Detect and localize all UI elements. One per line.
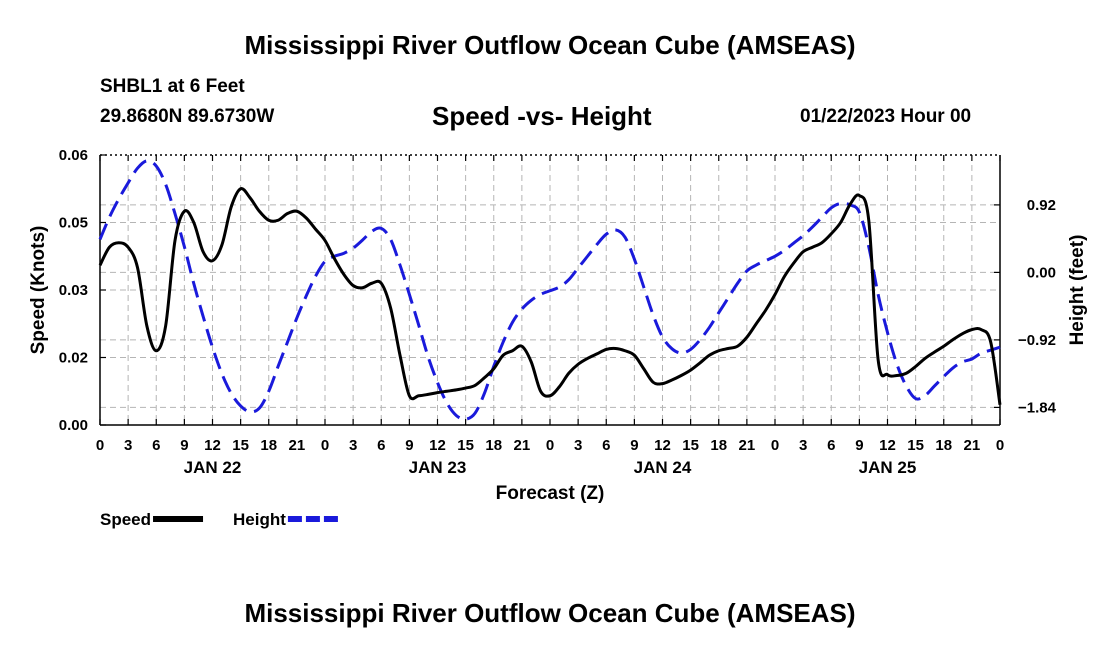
x-tick-label: 12	[429, 437, 446, 454]
chart-subtitle: Speed -vs- Height	[432, 101, 652, 131]
x-tick-label: 9	[180, 437, 188, 454]
y-tick-label: 0.05	[59, 215, 88, 232]
x-tick-label: 12	[879, 437, 896, 454]
x-tick-label: 15	[907, 437, 924, 454]
x-tick-label: 3	[799, 437, 807, 454]
x-tick-label: 12	[204, 437, 221, 454]
x-tick-label: 21	[739, 437, 756, 454]
x-tick-label: 0	[96, 437, 104, 454]
y2-tick-label: 0.92	[1027, 197, 1056, 214]
chart-title: Mississippi River Outflow Ocean Cube (AM…	[244, 30, 856, 60]
y2-tick-label: 0.00	[1027, 264, 1056, 281]
x-tick-label: 18	[935, 437, 952, 454]
y-tick-label: 0.00	[59, 417, 88, 434]
x-tick-label: 0	[321, 437, 329, 454]
y2-tick-label: −1.84	[1018, 399, 1057, 416]
date-label: JAN 23	[409, 458, 467, 477]
x-tick-label: 9	[855, 437, 863, 454]
station-label: SHBL1 at 6 Feet	[100, 76, 245, 97]
x-tick-label: 0	[771, 437, 779, 454]
x-tick-label: 15	[457, 437, 474, 454]
x-tick-label: 12	[654, 437, 671, 454]
y2-tick-label: −0.92	[1018, 332, 1056, 349]
y-tick-label: 0.03	[59, 282, 88, 299]
x-tick-label: 15	[232, 437, 249, 454]
x-tick-label: 18	[710, 437, 727, 454]
x-tick-label: 6	[377, 437, 385, 454]
x-tick-label: 3	[349, 437, 357, 454]
second-chart-title: Mississippi River Outflow Ocean Cube (AM…	[244, 598, 856, 628]
forecast-datetime: 01/22/2023 Hour 00	[800, 106, 972, 127]
x-tick-label: 0	[996, 437, 1004, 454]
x-tick-label: 21	[514, 437, 531, 454]
x-axis-title: Forecast (Z)	[496, 483, 605, 504]
x-tick-label: 18	[485, 437, 502, 454]
y2-axis-title: Height (feet)	[1067, 235, 1088, 346]
x-tick-label: 6	[602, 437, 610, 454]
x-tick-label: 18	[260, 437, 277, 454]
y-tick-label: 0.02	[59, 350, 88, 367]
speed-series-line	[98, 187, 1002, 405]
legend-label-speed: Speed	[100, 510, 151, 529]
coordinates-label: 29.8680N 89.6730W	[100, 106, 275, 127]
x-tick-label: 6	[152, 437, 160, 454]
x-tick-label: 0	[546, 437, 554, 454]
x-tick-label: 21	[289, 437, 306, 454]
x-tick-label: 6	[827, 437, 835, 454]
date-label: JAN 22	[184, 458, 242, 477]
date-label: JAN 24	[634, 458, 692, 477]
x-tick-label: 21	[964, 437, 981, 454]
date-label: JAN 25	[859, 458, 917, 477]
y-tick-label: 0.06	[59, 147, 88, 164]
x-tick-label: 9	[405, 437, 413, 454]
x-tick-label: 3	[574, 437, 582, 454]
x-tick-label: 9	[630, 437, 638, 454]
legend-label-height: Height	[233, 510, 286, 529]
x-tick-label: 15	[682, 437, 699, 454]
y-axis-title: Speed (Knots)	[28, 226, 49, 355]
x-tick-label: 3	[124, 437, 132, 454]
